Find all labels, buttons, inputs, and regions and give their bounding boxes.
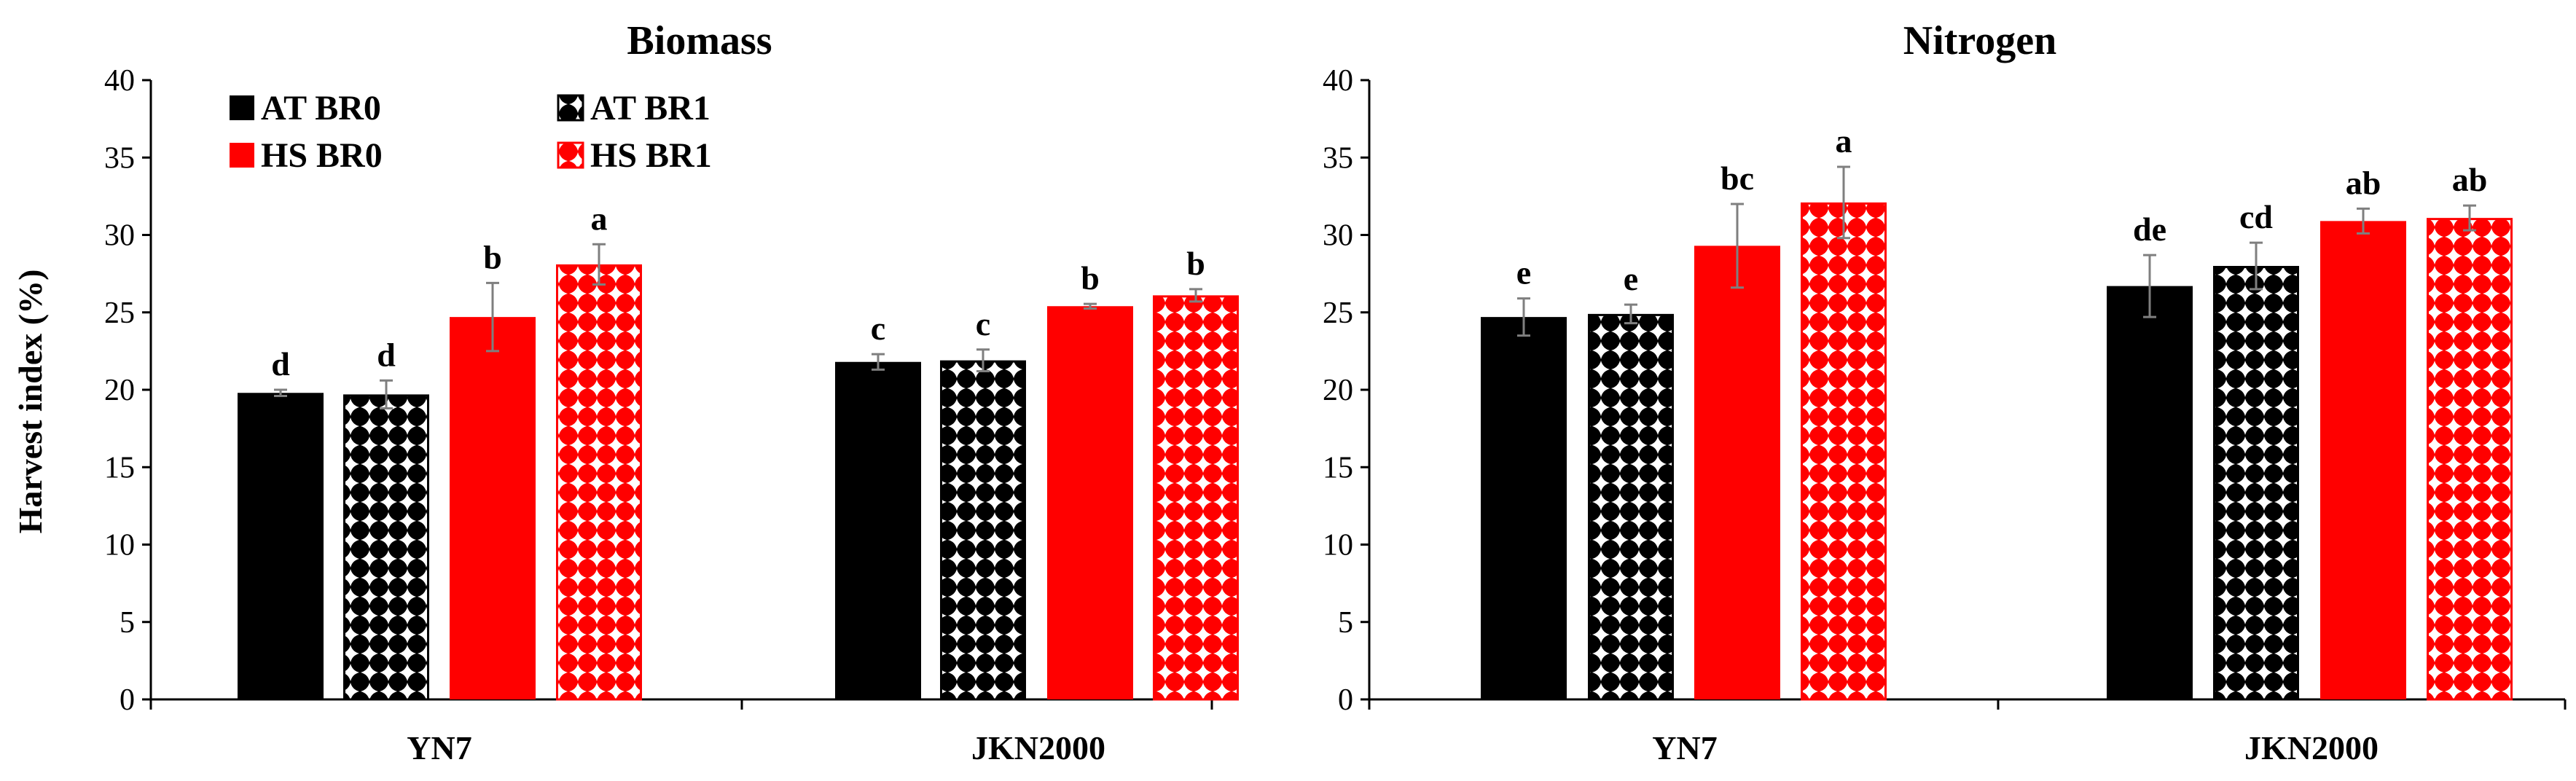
legend-label-hs-br0: HS BR0 (261, 136, 383, 175)
y-tick-label: 0 (1338, 683, 1353, 717)
significance-label: bc (1720, 160, 1754, 197)
error-bar (592, 243, 606, 286)
error-bar (2143, 254, 2156, 318)
legend: AT BR0 AT BR1 HS BR0 HS BR1 (230, 89, 712, 175)
y-tick-label: 10 (1323, 529, 1353, 562)
y-tick-label: 25 (1323, 297, 1353, 330)
y-tick-label: 30 (1323, 219, 1353, 253)
significance-label: b (1081, 259, 1100, 297)
significance-label: d (271, 345, 290, 382)
legend-label-hs-br1: HS BR1 (590, 136, 712, 175)
error-bar (976, 348, 990, 372)
error-bar (1084, 302, 1097, 310)
x-tick-label-jkn2000: JKN2000 (2244, 729, 2379, 766)
significance-label: b (483, 238, 502, 275)
significance-label: a (1836, 122, 1852, 160)
y-axis-label: Harvest index (%) (12, 270, 49, 534)
x-tick-label-yn7: YN7 (407, 729, 471, 766)
legend-swatch-at-br0 (230, 95, 254, 120)
y-tick-label: 15 (104, 451, 135, 484)
bar-nitrogen-yn7-at-br1 (1588, 313, 1674, 701)
bar-nitrogen-jkn2000-at-br0 (2107, 286, 2193, 699)
legend-label-at-br0: AT BR0 (261, 89, 381, 127)
y-tick-label: 5 (1338, 606, 1353, 640)
significance-label: c (871, 310, 885, 347)
bar-biomass-yn7-at-br0 (238, 393, 324, 699)
error-bar (1731, 203, 1744, 289)
chart-nitrogen: Nitrogen 0 5 10 15 20 25 30 35 40 YN7 JKN2000 e de e cd… (1323, 18, 2567, 766)
error-bar (486, 281, 499, 353)
bar-nitrogen-jkn2000-at-br1 (2213, 266, 2299, 701)
y-tick-label: 15 (1323, 451, 1353, 484)
bar-biomass-yn7-at-br1 (343, 394, 429, 701)
y-tick-label: 5 (120, 606, 135, 640)
error-bar (274, 388, 287, 397)
y-tick-label: 20 (104, 374, 135, 407)
significance-label: ab (2452, 161, 2488, 198)
error-bar (1517, 297, 1530, 337)
error-bar (1624, 303, 1637, 325)
error-bar (2463, 204, 2476, 232)
legend-label-at-br1: AT BR1 (590, 89, 710, 127)
bar-biomass-jkn2000-hs-br1 (1153, 295, 1239, 701)
x-tick-label-jkn2000: JKN2000 (971, 729, 1105, 766)
bar-biomass-jkn2000-at-br1 (940, 360, 1026, 701)
chart-biomass: Biomass 0 5 10 15 20 25 30 35 40 YN7 JKN2000 d c d c b b a… (104, 18, 1239, 766)
error-bar (380, 379, 393, 409)
error-bar (2250, 241, 2263, 291)
legend-swatch-at-br1 (557, 94, 584, 122)
y-tick-label: 20 (1323, 374, 1353, 407)
bar-nitrogen-yn7-hs-br0 (1694, 246, 1780, 699)
bar-nitrogen-jkn2000-hs-br1 (2427, 218, 2513, 701)
significance-label: cd (2239, 198, 2273, 235)
significance-label: e (1624, 260, 1638, 297)
bar-biomass-yn7-hs-br1 (556, 264, 642, 701)
error-bar (2357, 207, 2370, 235)
significance-label: ab (2346, 164, 2381, 201)
chart-title-nitrogen: Nitrogen (1903, 18, 2057, 63)
y-tick-label: 35 (104, 141, 135, 175)
significance-label: e (1516, 254, 1531, 291)
error-bar (1189, 288, 1202, 303)
x-tick-label-yn7: YN7 (1652, 729, 1717, 766)
chart-title-biomass: Biomass (627, 18, 772, 63)
bar-nitrogen-jkn2000-hs-br0 (2320, 221, 2406, 699)
y-tick-label: 40 (1323, 64, 1353, 98)
bar-biomass-jkn2000-at-br0 (835, 361, 921, 699)
significance-label: d (377, 336, 396, 373)
y-tick-label: 10 (104, 529, 135, 562)
significance-label: b (1186, 245, 1205, 282)
y-tick-label: 0 (120, 683, 135, 717)
error-bar (872, 353, 885, 371)
error-bar (1837, 165, 1850, 240)
y-tick-label: 30 (104, 219, 135, 253)
y-tick-label: 35 (1323, 141, 1353, 175)
y-tick-label: 25 (104, 297, 135, 330)
legend-swatch-hs-br0 (230, 143, 254, 168)
bar-biomass-yn7-hs-br0 (450, 317, 536, 699)
significance-label: c (976, 305, 990, 342)
bar-nitrogen-yn7-at-br0 (1481, 317, 1567, 699)
significance-label: a (591, 200, 608, 237)
bar-nitrogen-yn7-hs-br1 (1801, 202, 1887, 701)
legend-swatch-hs-br1 (557, 141, 584, 169)
significance-label: de (2133, 211, 2166, 248)
bar-biomass-jkn2000-hs-br0 (1047, 306, 1133, 699)
y-tick-label: 40 (104, 64, 135, 98)
